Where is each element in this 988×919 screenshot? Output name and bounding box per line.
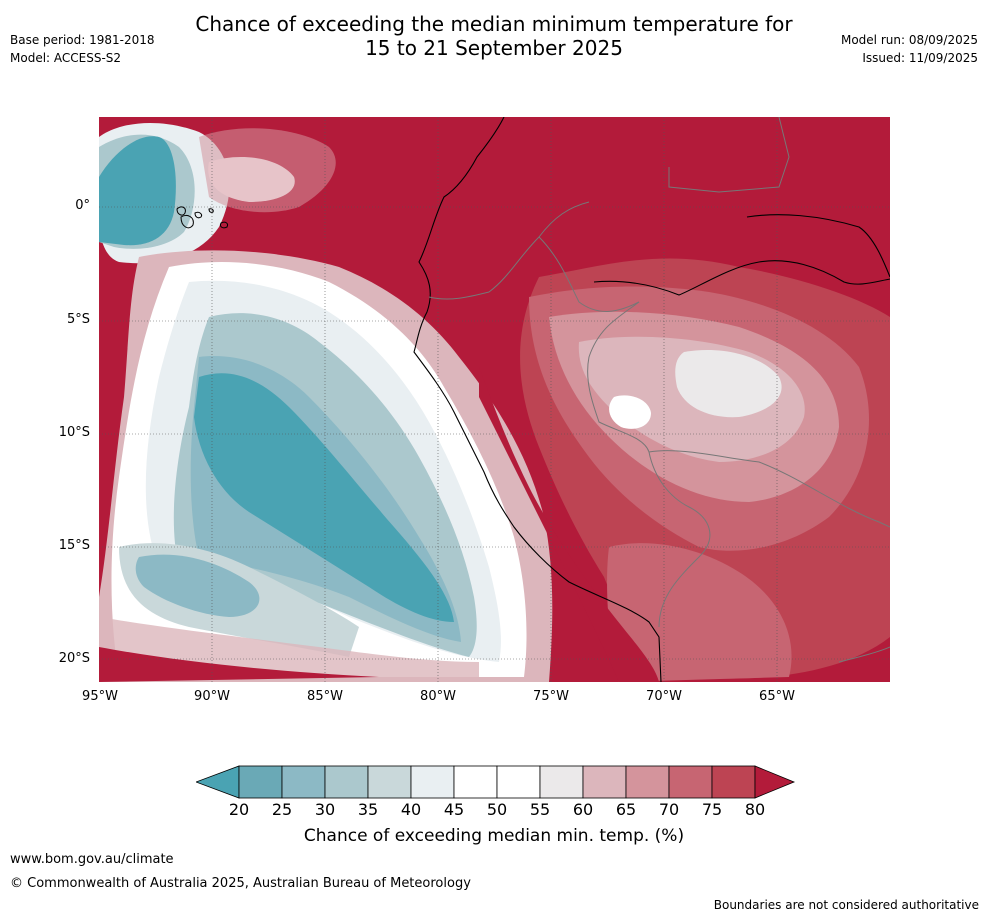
colorbar [196, 765, 796, 799]
coastline [413, 117, 662, 682]
header-right: Model run: 08/09/2025 Issued: 11/09/2025 [841, 31, 978, 67]
lon-tick-0: 95°W [82, 689, 118, 704]
colorbar-bin-60-65 [582, 765, 627, 799]
colorbar-bin-40-45 [410, 765, 455, 799]
colorbar-bin-45-50 [453, 765, 498, 799]
colorbar-bin-30-35 [324, 765, 369, 799]
model-run-text: Model run: 08/09/2025 [840, 33, 978, 47]
region-gt80-south [99, 647, 379, 682]
region-45-55-inland [609, 395, 651, 429]
region-gt80-coastal [479, 367, 659, 682]
colorbar-bin-50-55 [496, 765, 541, 799]
region-65-70-northblob [199, 128, 336, 213]
region-70-75-south [607, 543, 792, 682]
colorbar-label-70: 70 [658, 800, 680, 819]
lat-tick-4: 20°S [58, 651, 90, 666]
region-lt20-nw [99, 136, 176, 246]
graticule [99, 117, 890, 682]
colorbar-title: Chance of exceeding median min. temp. (%… [303, 826, 685, 846]
issued-text: Issued: 11/09/2025 [862, 51, 978, 65]
colorbar-bin-75-80 [711, 765, 756, 799]
colorbar-high-arrow [754, 765, 796, 799]
probability-map [99, 117, 890, 682]
coastline-north [593, 260, 890, 296]
header-left: Base period: 1981-2018 Model: ACCESS-S2 [10, 31, 155, 67]
lat-tick-3: 15°S [58, 538, 90, 553]
colorbar-label-30: 30 [314, 800, 336, 819]
lat-tick-0: 0° [75, 198, 90, 213]
colorbar-label-65: 65 [615, 800, 637, 819]
colorbar-label-60: 60 [572, 800, 594, 819]
map-title: Chance of exceeding the median minimum t… [0, 12, 988, 60]
lat-tick-2: 10°S [58, 425, 90, 440]
colorbar-bin-70-75 [668, 765, 713, 799]
footer-copyright: © Commonwealth of Australia 2025, Austra… [10, 876, 471, 891]
footer-disclaimer: Boundaries are not considered authoritat… [713, 898, 979, 912]
lon-tick-4: 75°W [533, 689, 569, 704]
lon-tick-2: 85°W [307, 689, 343, 704]
colorbar-bin-35-40 [367, 765, 412, 799]
region-55-60-inland [675, 349, 782, 418]
region-25-30-southwest [135, 554, 260, 617]
model-text: Model: ACCESS-S2 [10, 51, 122, 65]
colorbar-low-arrow [196, 765, 240, 799]
colorbar-label-40: 40 [400, 800, 422, 819]
country-boundaries [428, 117, 890, 663]
map-panel [99, 117, 890, 682]
colorbar-bin-65-70 [625, 765, 670, 799]
colorbar-label-50: 50 [486, 800, 508, 819]
colorbar-label-20: 20 [228, 800, 250, 819]
lat-tick-1: 5°S [66, 312, 90, 327]
colorbar-label-80: 80 [744, 800, 766, 819]
colorbar-label-45: 45 [443, 800, 465, 819]
title-line-1: Chance of exceeding the median minimum t… [195, 12, 793, 36]
colorbar-bin-25-30 [281, 765, 326, 799]
colorbar-label-75: 75 [701, 800, 723, 819]
base-period-text: Base period: 1981-2018 [10, 33, 155, 47]
lon-tick-3: 80°W [420, 689, 456, 704]
region-lt20-offshore [194, 373, 454, 622]
colorbar-bin-55-60 [539, 765, 584, 799]
footer-url[interactable]: www.bom.gov.au/climate [10, 852, 174, 867]
lon-tick-1: 90°W [194, 689, 230, 704]
colorbar-bin-20-25 [238, 765, 283, 799]
lon-tick-5: 70°W [646, 689, 682, 704]
colorbar-label-35: 35 [357, 800, 379, 819]
lon-tick-6: 65°W [759, 689, 795, 704]
coastline-amazon [746, 214, 890, 278]
title-line-2: 15 to 21 September 2025 [365, 36, 623, 60]
colorbar-label-55: 55 [529, 800, 551, 819]
galapagos-islands [176, 206, 228, 229]
colorbar-label-25: 25 [271, 800, 293, 819]
